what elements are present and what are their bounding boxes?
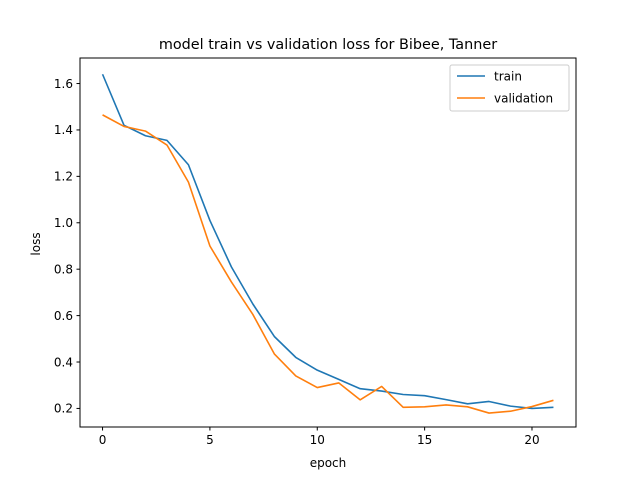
plot-frame xyxy=(79,57,577,428)
y-tick-label: 1.6 xyxy=(54,77,73,91)
y-tick-label: 0.8 xyxy=(54,262,73,276)
y-tick-label: 0.2 xyxy=(54,402,73,416)
y-tick-label: 0.6 xyxy=(54,309,73,323)
series-line-validation xyxy=(102,114,554,414)
x-axis-label: epoch xyxy=(310,456,347,470)
x-tick-label: 10 xyxy=(310,433,325,447)
y-tick-label: 1.4 xyxy=(54,123,73,137)
y-tick-label: 0.4 xyxy=(54,355,73,369)
y-tick-label: 1.2 xyxy=(54,170,73,184)
x-tick-label: 0 xyxy=(99,433,107,447)
plot-area: 0 5 10 15 20 0.2 0.4 0.6 0.8 1.0 1.2 1.4 1.6 xyxy=(54,57,577,447)
legend-label-train: train xyxy=(494,69,522,83)
x-tick-label: 5 xyxy=(206,433,214,447)
legend: train validation xyxy=(449,64,570,112)
y-tick-label: 1.0 xyxy=(54,216,73,230)
x-tick-label: 20 xyxy=(524,433,539,447)
x-tick-label: 15 xyxy=(417,433,432,447)
chart-title: model train vs validation loss for Bibee… xyxy=(159,37,497,53)
legend-label-validation: validation xyxy=(494,91,553,105)
y-axis-label: loss xyxy=(29,232,43,255)
series-line-train xyxy=(101,73,554,410)
